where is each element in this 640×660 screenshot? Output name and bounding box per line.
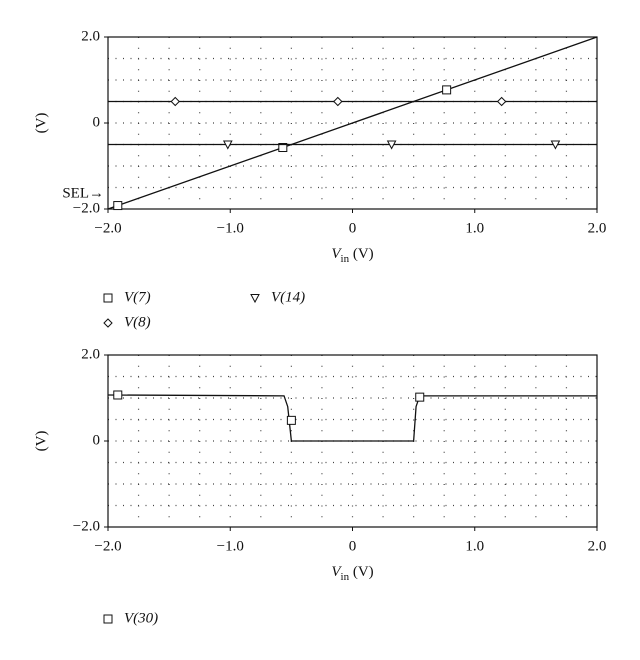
marker — [278, 143, 288, 153]
marker — [170, 96, 180, 107]
y-tick-label: −2.0 — [73, 518, 100, 534]
y-tick-label: 2.0 — [81, 28, 100, 44]
legend-label: V(8) — [124, 314, 151, 330]
marker — [442, 85, 452, 95]
x-tick-label: 2.0 — [588, 220, 607, 236]
x-tick-label: −2.0 — [94, 538, 121, 554]
marker — [386, 140, 397, 150]
x-label-symbol: V — [331, 564, 342, 580]
annotation: SEL→ — [62, 185, 104, 201]
marker — [415, 392, 425, 402]
x-axis-label: Vin (V) — [331, 246, 373, 264]
legend-marker — [103, 614, 113, 624]
x-tick-label: 0 — [349, 220, 357, 236]
legend-marker — [250, 294, 260, 304]
x-label-unit: (V) — [349, 246, 374, 262]
x-tick-label: 0 — [349, 538, 357, 554]
x-tick-label: −1.0 — [217, 538, 244, 554]
marker — [113, 201, 123, 211]
x-label-unit: (V) — [349, 564, 374, 580]
y-tick-label: 0 — [93, 432, 101, 448]
legend-label: V(7) — [124, 289, 151, 305]
x-tick-label: −2.0 — [94, 220, 121, 236]
marker — [333, 96, 343, 107]
marker — [286, 415, 296, 425]
x-label-subscript: in — [341, 571, 350, 583]
legend-label: V(14) — [271, 289, 305, 305]
y-axis-label: (V) — [33, 431, 49, 452]
x-label-symbol: V — [331, 246, 342, 262]
y-tick-label: 0 — [93, 114, 101, 130]
x-tick-label: −1.0 — [217, 220, 244, 236]
legend-label: V(30) — [124, 610, 158, 626]
y-tick-label: 2.0 — [81, 346, 100, 362]
x-label-subscript: in — [341, 253, 350, 265]
series-line — [107, 36, 598, 210]
y-axis-label: (V) — [33, 113, 49, 134]
marker — [113, 390, 123, 400]
legend-marker — [103, 318, 113, 328]
x-axis-label: Vin (V) — [331, 564, 373, 582]
x-tick-label: 1.0 — [465, 538, 484, 554]
marker — [222, 140, 233, 150]
series-line — [107, 394, 597, 442]
x-tick-label: 1.0 — [465, 220, 484, 236]
legend-marker — [103, 293, 113, 303]
x-tick-label: 2.0 — [588, 538, 607, 554]
marker — [550, 140, 561, 150]
marker — [496, 96, 507, 107]
y-tick-label: −2.0 — [73, 200, 100, 216]
